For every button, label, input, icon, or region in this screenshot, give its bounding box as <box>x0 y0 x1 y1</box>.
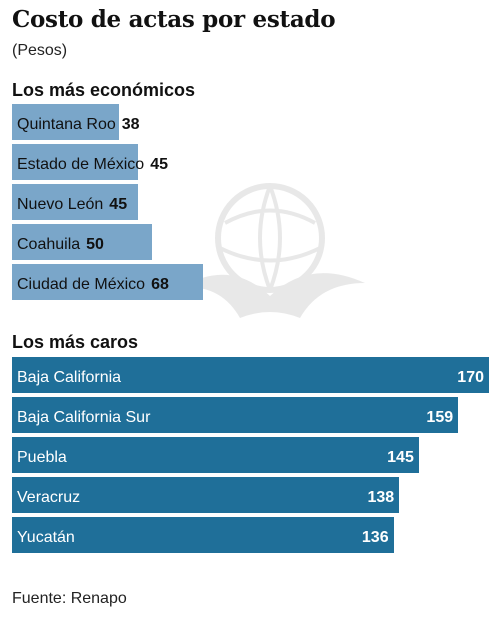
cheapest-bar-group: Quintana Roo 38 Estado de México 45 Nuevo Le… <box>12 104 500 304</box>
value-label: 159 <box>426 409 454 426</box>
value-label: 50 <box>86 236 104 253</box>
bar-fill <box>12 264 203 300</box>
bar-row: Yucatán 136 <box>12 517 500 553</box>
bar-row: Estado de México 45 <box>12 144 500 180</box>
value-label: 68 <box>151 276 169 293</box>
bar-label: Estado de México 45 <box>17 144 168 180</box>
value-label: 170 <box>457 369 484 386</box>
category-label: Coahuila <box>17 236 81 253</box>
source-note: Fuente: Renapo <box>12 590 127 607</box>
category-label: Baja California Sur <box>17 409 151 426</box>
bar-fill <box>12 517 394 553</box>
bar-row: Nuevo León 45 <box>12 184 500 220</box>
bar-fill <box>12 224 153 260</box>
value-label: 138 <box>367 489 395 506</box>
value-label: 145 <box>387 449 414 466</box>
chart-title: Costo de actas por estado <box>12 6 336 33</box>
value-label: 45 <box>150 156 168 173</box>
cheapest-section-title: Los más económicos <box>12 80 196 100</box>
bar-fill <box>12 477 400 513</box>
bar-fill <box>12 437 419 473</box>
bar-row: Coahuila 50 <box>12 224 500 260</box>
bar-row: Veracruz 138 <box>12 477 500 513</box>
bar-label: Coahuila 50 <box>17 224 104 260</box>
value-label: 45 <box>109 196 128 213</box>
eagle-globe-watermark-icon <box>180 183 365 318</box>
bar-row: Puebla 145 <box>12 437 500 473</box>
category-label: Yucatán <box>17 529 75 546</box>
bar-fill <box>12 104 119 140</box>
chart-subtitle: (Pesos) <box>12 42 68 59</box>
bar-row: Quintana Roo 38 <box>12 104 500 140</box>
category-label: Puebla <box>17 449 67 466</box>
bar-fill <box>12 397 459 433</box>
bar-row: Baja California 170 <box>12 357 500 393</box>
category-label: Baja California <box>17 369 122 386</box>
value-label: 38 <box>121 116 140 133</box>
bar-row: Baja California Sur 159 <box>12 397 500 433</box>
expensive-bar-group: Baja California 170 Baja California Sur 159… <box>12 357 500 557</box>
category-label: Ciudad de México <box>17 276 146 293</box>
category-label: Veracruz <box>17 489 81 506</box>
expensive-section-title: Los más caros <box>12 332 139 352</box>
bar-label: Ciudad de México 68 <box>17 264 169 300</box>
category-label: Nuevo León <box>17 196 104 213</box>
bar-label: Nuevo León 45 <box>17 184 127 220</box>
bar-fill <box>12 184 139 220</box>
bar-label: Quintana Roo 38 <box>17 104 140 140</box>
value-label: 136 <box>361 529 389 546</box>
bar-fill <box>12 144 139 180</box>
category-label: Estado de México <box>17 156 145 173</box>
bar-fill <box>12 357 489 393</box>
category-label: Quintana Roo <box>17 116 116 133</box>
bar-row: Ciudad de México 68 <box>12 264 500 300</box>
